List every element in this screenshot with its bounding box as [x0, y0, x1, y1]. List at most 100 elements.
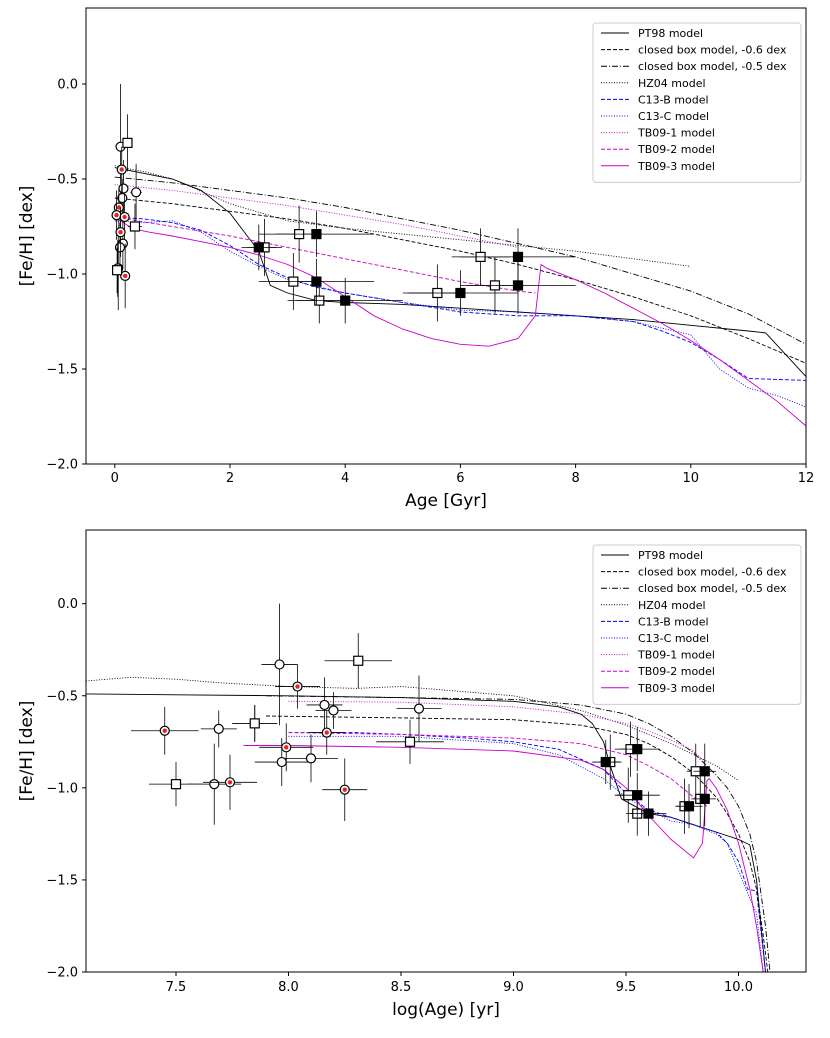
marker-red-dot: [122, 214, 127, 220]
marker-open-circle: [274, 659, 285, 670]
marker-open-square: [249, 718, 260, 729]
marker-open-circle: [209, 779, 220, 790]
data-point-open-circle: [396, 675, 442, 742]
data-point-red-circle: [120, 243, 131, 309]
y-axis-label-logage: [Fe/H] [dex]: [17, 701, 37, 802]
data-point-red-circle: [115, 207, 126, 257]
axes-age: 0 2 4 6 8 10 12 0.0 −0.5 −1.0 −1.5 −2.0: [46, 78, 814, 487]
legend-label: closed box model, -0.6 dex: [638, 44, 787, 57]
data-point-open-square: [324, 633, 392, 689]
x-tick-label: 9.5: [616, 980, 637, 995]
series-line-c13-b-model: [114, 216, 807, 381]
y-tick-label: −1.5: [46, 873, 78, 888]
y-tick-label: −1.5: [46, 363, 78, 378]
marker-red-dot: [342, 787, 347, 792]
data-point-open-circle: [130, 163, 142, 221]
x-axis-label-age: Age [Gyr]: [405, 491, 487, 511]
marker-red-dot: [122, 273, 128, 279]
marker-filled-square: [699, 793, 710, 804]
marker-filled-square: [632, 744, 643, 755]
data-point-red-circle: [116, 146, 127, 193]
marker-red-dot: [114, 212, 119, 218]
data-point-open-square: [128, 203, 142, 250]
y-tick-label: −2.0: [46, 966, 78, 981]
legend-logage: PT98 model closed box model, -0.6 dex clos…: [592, 544, 802, 705]
marker-open-square: [404, 736, 416, 747]
legend-label: C13-B model: [638, 615, 709, 628]
legend-label: TB09-3 model: [637, 160, 715, 173]
x-axis-label-logage: log(Age) [yr]: [392, 1000, 500, 1020]
legend-label: C13-C model: [638, 632, 709, 645]
data-point-open-circle: [315, 692, 352, 729]
data-point-open-square: [112, 247, 123, 293]
y-tick-label: −0.5: [46, 689, 78, 704]
legend-label: closed box model, -0.5 dex: [638, 582, 787, 595]
legend-label: TB09-1 model: [637, 127, 715, 140]
series-line-tb09-3-model: [114, 216, 807, 427]
marker-red-dot: [227, 780, 233, 785]
marker-filled-square: [455, 287, 466, 299]
marker-red-dot: [162, 728, 167, 733]
data-point-filled-square: [614, 727, 660, 772]
marker-open-square: [112, 265, 123, 276]
legend-label: C13-C model: [638, 110, 709, 123]
x-tick-label: 12: [798, 471, 815, 486]
marker-red-dot: [284, 745, 289, 750]
marker-open-square: [129, 221, 141, 232]
data-point-filled-square: [258, 211, 374, 257]
plot-border-age: [85, 7, 807, 465]
marker-open-square: [122, 137, 133, 148]
marker-red-dot: [118, 230, 123, 235]
x-tick-label: 10.0: [724, 980, 753, 995]
marker-open-circle: [413, 703, 425, 714]
data-point-open-square: [122, 114, 133, 172]
data-point-filled-square: [402, 270, 518, 316]
marker-red-dot: [116, 205, 122, 210]
series-line-closed-box-model-0-5-dex: [265, 695, 771, 973]
y-tick-label: 0.0: [57, 597, 78, 612]
marker-open-circle: [213, 723, 224, 735]
legend-box: [592, 22, 802, 183]
series-line-hz04-model: [85, 676, 739, 781]
data-point-red-circle: [203, 754, 257, 810]
marker-filled-square: [643, 808, 654, 819]
data-point-filled-square: [241, 224, 277, 271]
chart-logage-panel: 7.5 8.0 8.5 9.0 9.5 10.0 0.0 −0.5 −1.0 −1.5 −2.0 l…: [17, 529, 807, 1020]
axes-logage: 7.5 8.0 8.5 9.0 9.5 10.0 0.0 −0.5 −1.0 −1.5 −2.0: [46, 597, 753, 995]
series-line-tb09-2-model: [288, 732, 708, 807]
y-tick-label: −2.0: [46, 458, 78, 473]
x-tick-label: 2: [226, 471, 234, 486]
marker-filled-square: [311, 229, 322, 240]
data-point-open-square: [376, 719, 444, 764]
series-line-tb09-3-model: [243, 745, 764, 973]
data-point-open-square: [232, 704, 278, 742]
marker-filled-square: [632, 790, 643, 801]
marker-open-circle: [118, 183, 129, 194]
data-point-red-circle: [275, 664, 320, 709]
legend-label: TB09-3 model: [637, 682, 715, 695]
data-point-filled-square: [630, 791, 667, 836]
data-point-open-circle: [200, 710, 237, 748]
marker-open-circle: [319, 699, 330, 711]
legend-label: PT98 model: [638, 549, 703, 562]
legend-label: C13-B model: [638, 93, 709, 106]
x-tick-label: 8.5: [391, 980, 412, 995]
data-point-filled-square: [287, 277, 403, 324]
marker-filled-square: [512, 280, 524, 291]
x-tick-label: 8: [571, 471, 579, 486]
x-tick-label: 0: [111, 471, 119, 486]
marker-open-circle: [131, 187, 142, 198]
points-layer-age: [111, 84, 576, 324]
series-line-tb09-1-model: [288, 700, 706, 763]
y-tick-label: −1.0: [46, 268, 78, 283]
legend-box: [592, 544, 802, 705]
data-point-filled-square: [693, 771, 716, 827]
marker-open-square: [170, 779, 182, 790]
marker-open-circle: [276, 756, 287, 768]
data-point-red-circle: [131, 706, 199, 755]
legend-age: PT98 model closed box model, -0.6 dex clos…: [592, 22, 802, 183]
y-tick-label: −1.0: [46, 781, 78, 796]
legend-label: HZ04 model: [638, 599, 706, 612]
data-point-filled-square: [258, 258, 374, 305]
